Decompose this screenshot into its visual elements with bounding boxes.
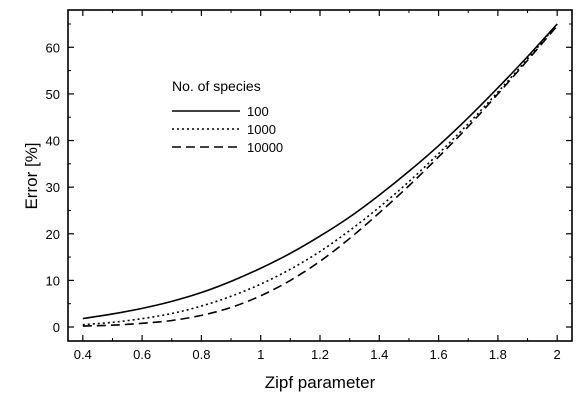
y-axis-title: Error [%] xyxy=(22,142,41,209)
y-axis: 0 10 20 30 40 50 60 xyxy=(46,23,572,335)
x-tick-label: 2 xyxy=(554,347,561,362)
legend-label-10000: 10000 xyxy=(247,140,283,155)
series-line-1000 xyxy=(82,23,558,326)
y-tick-label: 0 xyxy=(53,320,60,335)
x-tick-label: 1 xyxy=(257,347,264,362)
x-tick-label: 1.4 xyxy=(370,347,388,362)
x-tick-label: 1.2 xyxy=(311,347,329,362)
x-tick-label: 0.6 xyxy=(133,347,151,362)
legend-title: No. of species xyxy=(172,78,261,94)
y-tick-label: 60 xyxy=(46,40,60,55)
plot-frame xyxy=(67,9,573,342)
legend: No. of species 100 1000 10000 xyxy=(172,78,283,155)
series-layer xyxy=(82,23,558,327)
x-tick-label: 1.6 xyxy=(430,347,448,362)
legend-items: 100 1000 10000 xyxy=(172,104,283,155)
y-tick-label: 10 xyxy=(46,273,60,288)
series-line-100 xyxy=(82,23,558,320)
x-tick-label: 1.8 xyxy=(489,347,507,362)
legend-label-100: 100 xyxy=(247,104,269,119)
x-axis-title: Zipf parameter xyxy=(265,373,376,392)
series-line-10000 xyxy=(82,25,558,327)
y-tick-label: 30 xyxy=(46,180,60,195)
y-tick-label: 20 xyxy=(46,227,60,242)
legend-label-1000: 1000 xyxy=(247,122,276,137)
x-axis: 0.4 0.6 0.8 1 1.2 1.4 1.6 1.8 2 xyxy=(74,10,561,362)
x-tick-label: 0.8 xyxy=(192,347,210,362)
y-tick-label: 40 xyxy=(46,134,60,149)
y-tick-label: 50 xyxy=(46,87,60,102)
x-tick-label: 0.4 xyxy=(74,347,92,362)
